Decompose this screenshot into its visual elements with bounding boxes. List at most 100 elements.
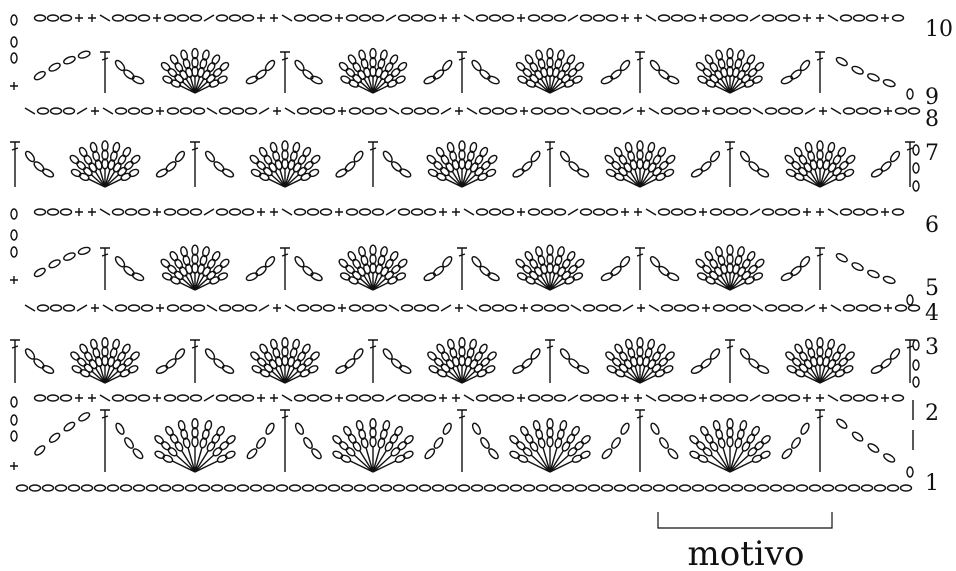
fan-spoke [279,168,286,188]
chain-stitch [567,264,578,275]
chain-stitch [647,338,655,350]
chain-stitch [436,343,446,355]
chain-stitch [332,435,343,445]
chain-stitch [743,484,757,492]
chain-stitch [487,75,500,85]
fan-spoke [729,454,750,473]
chain-stitch [613,484,627,492]
chain-stitch [155,365,169,374]
chain-stitch [737,266,746,277]
chain-stitch [715,428,724,440]
chain-stitch [369,436,377,448]
chain-stitch [553,208,567,216]
chain-stitch [371,394,385,402]
chain-stitch [855,107,869,115]
chain-stitch [726,47,734,60]
chain-stitch [658,160,669,171]
chain-stitch [269,141,278,154]
chain-stitch [397,208,411,216]
chain-stitch [174,441,184,452]
chain-stitch [656,343,666,355]
chain-stitch [345,264,356,275]
chain-stitch [345,447,356,457]
chain-stitch [530,107,544,115]
fan-spoke [194,454,215,473]
fan-spoke [639,366,651,384]
chain-stitch [665,484,679,492]
decrease-stitch [749,208,761,216]
chain-stitch [300,172,312,182]
single-crochet-stitch [257,394,265,402]
fan-spoke [356,84,374,94]
chain-stitch [709,441,719,452]
motivo-label: motivo [688,534,805,571]
chain-stitch [852,14,866,22]
chain-stitch [191,244,199,256]
fan-spoke [461,370,477,384]
decrease-stitch [570,107,582,115]
chain-stitch [160,441,171,451]
chain-stitch [725,304,739,312]
fan-spoke [729,272,736,291]
chain-stitch [360,254,369,266]
double-crochet-stitch [545,141,555,187]
fan-spoke [284,168,291,188]
chain-stitch [292,162,302,173]
chain-stitch [189,208,203,216]
chain-stitch [176,394,190,402]
chain-stitch [426,154,437,165]
chain-stitch [540,394,554,402]
chain-stitch [734,254,743,266]
chain-stitch [348,107,362,115]
double-crochet-stitch [635,247,645,290]
chain-stitch [109,150,118,162]
chain-stitch [722,14,736,22]
chain-stitch [790,265,802,277]
stitch-diagram [10,14,921,492]
double-crochet-stitch [280,409,290,472]
chain-stitch [799,59,811,72]
chain-stitch [554,254,563,266]
chain-stitch [131,272,145,282]
fan-spoke [530,454,551,473]
chain-stitch [488,208,502,216]
chain-stitch [515,441,526,451]
chain-stitch [255,69,267,80]
chain-stitch [655,172,667,182]
chain-stitch [689,450,701,459]
decrease-stitch [645,14,657,22]
decrease-stitch [388,107,400,115]
chain-stitch [10,246,18,258]
chain-stitch [657,146,667,158]
chain-stitch [735,14,749,22]
chain-stitch [345,14,359,22]
chain-stitch [265,422,275,435]
chain-stitch [624,141,633,154]
chain-stitch [832,154,842,166]
chain-stitch [250,351,261,361]
single-crochet-stitch [153,394,161,402]
fan-spoke [639,374,657,384]
chain-stitch [726,436,734,448]
fan-spoke [719,274,731,291]
fan-spoke [367,75,374,94]
single-crochet-stitch [881,14,889,22]
chain-stitch [786,365,798,374]
chain-stitch [726,56,734,69]
chain-stitch [662,365,674,374]
chain-stitch [10,414,18,426]
chain-stitch [405,484,419,492]
chain-stitch [10,229,18,241]
chain-stitch [371,14,385,22]
chain-stitch [59,394,73,402]
chain-stitch [751,75,763,84]
chain-stitch [382,348,393,360]
chain-stitch [726,427,734,439]
fan-spoke [189,272,196,291]
fan-spoke [729,77,741,94]
fan-spoke [549,450,564,473]
fan-spoke [104,173,120,188]
chain-stitch [851,65,864,75]
fan-spoke [634,364,641,384]
chain-stitch [424,448,436,460]
